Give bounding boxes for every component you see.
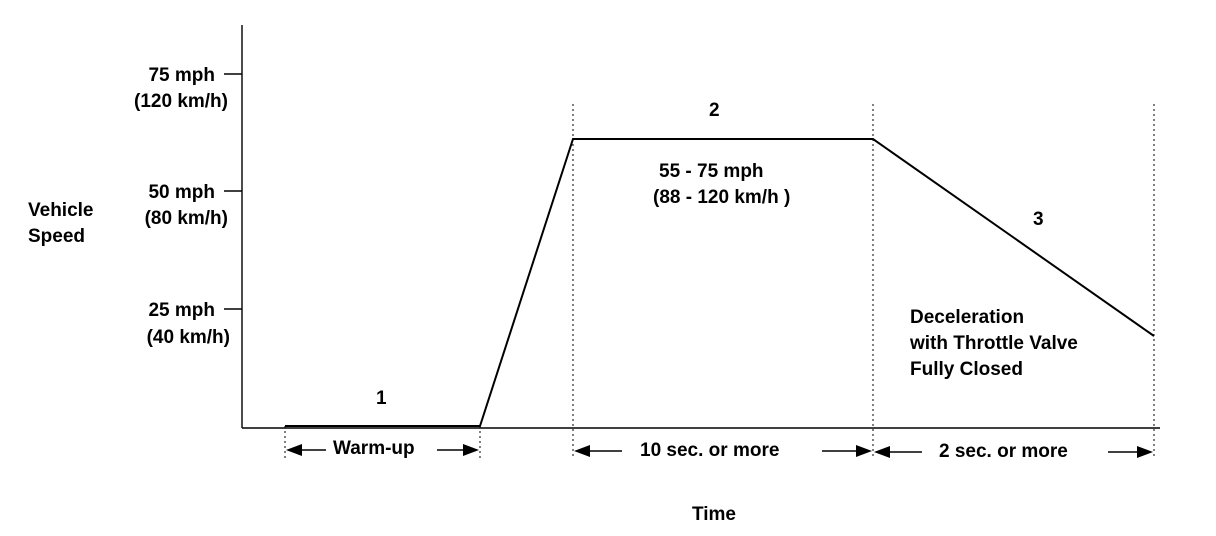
warmup-arrow-right-head: [463, 444, 479, 456]
phase3-arrow-left-head: [874, 446, 890, 458]
y-tick-label-50-mph: 50 mph: [148, 182, 215, 203]
warmup-arrow-left-head: [286, 444, 302, 456]
phase-2-number: 2: [709, 100, 720, 121]
phase2-arrow-left-head: [574, 445, 590, 457]
phase3-arrow-right-head: [1137, 446, 1153, 458]
phase-3-number: 3: [1033, 209, 1044, 230]
y-axis-title-line2: Speed: [28, 226, 85, 247]
phase-1-duration: Warm-up: [333, 438, 415, 459]
phase-2-duration: 10 sec. or more: [640, 440, 779, 461]
y-tick-label-25-mph: 25 mph: [148, 300, 215, 321]
phase-3-note-line2: with Throttle Valve: [909, 333, 1078, 354]
y-tick-label-80-kmh: (80 km/h): [145, 208, 228, 229]
phase-3-note-line1: Deceleration: [910, 307, 1024, 328]
phase-3-note-line3: Fully Closed: [910, 359, 1023, 380]
x-axis-title: Time: [692, 504, 736, 525]
y-axis-title-line1: Vehicle: [28, 200, 94, 221]
y-tick-label-75-mph: 75 mph: [148, 65, 215, 86]
phase-2-speed-range-metric: (88 - 120 km/h ): [653, 187, 790, 208]
phase2-arrow-right-head: [856, 445, 872, 457]
y-tick-label-40-kmh: (40 km/h): [147, 327, 230, 348]
phase-1-number: 1: [376, 388, 387, 409]
phase-2-speed-range: 55 - 75 mph: [659, 161, 764, 182]
phase-3-duration: 2 sec. or more: [939, 441, 1068, 462]
y-tick-label-120-kmh: (120 km/h): [134, 91, 228, 112]
speed-profile-line: [285, 138, 1155, 427]
